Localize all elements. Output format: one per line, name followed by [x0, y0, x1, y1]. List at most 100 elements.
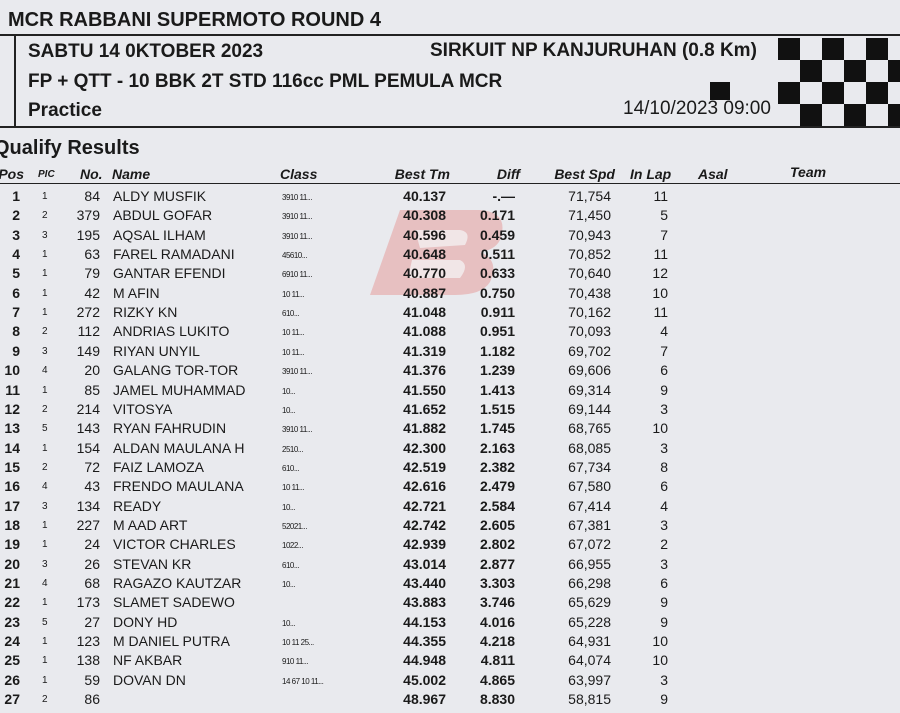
diff: 4.811: [480, 652, 515, 669]
divider: [0, 34, 900, 36]
rider-name: M AAD ART: [113, 516, 188, 533]
flag-square: [800, 60, 822, 82]
pic: 2: [42, 461, 48, 473]
car-number: 154: [76, 439, 100, 456]
pos: 24: [4, 633, 20, 650]
rider-name: ANDRIAS LUKITO: [113, 323, 230, 340]
class-code: 1022...: [282, 541, 303, 551]
best-speed: 67,734: [568, 458, 611, 475]
class-code: 10 11...: [282, 328, 305, 338]
pic: 4: [42, 365, 48, 377]
best-time: 42.300: [403, 439, 446, 456]
car-number: 214: [76, 400, 100, 417]
pos: 4: [12, 246, 20, 263]
class-code: 10 11 25...: [282, 638, 314, 648]
watermark-swoosh: [370, 210, 503, 295]
flag-square: [800, 104, 822, 126]
best-time: 43.014: [403, 555, 446, 572]
col-name: Name: [112, 166, 151, 182]
best-speed: 69,314: [568, 381, 611, 398]
pos: 10: [4, 362, 20, 379]
rider-name: VITOSYA: [113, 400, 173, 417]
pic: 2: [42, 210, 48, 222]
in-lap: 10: [652, 633, 668, 650]
car-number: 68: [84, 575, 100, 591]
best-speed: 67,580: [568, 478, 611, 495]
best-time: 43.883: [403, 594, 446, 611]
rider-name: FRENDO MAULANA: [113, 478, 244, 495]
pos: 16: [4, 478, 20, 495]
class-code: 10 11...: [282, 289, 305, 299]
pos: 13: [4, 420, 20, 437]
best-time: 48.967: [403, 691, 446, 708]
diff: 1.515: [479, 400, 515, 417]
in-lap: 10: [652, 420, 668, 437]
flag-square: [866, 38, 888, 60]
best-time: 40.596: [403, 226, 446, 243]
best-time: 42.939: [403, 536, 446, 553]
pic: 1: [42, 384, 48, 396]
class-code: 3910 11...: [282, 425, 313, 435]
best-time: 40.137: [403, 188, 446, 204]
pos: 27: [4, 691, 20, 708]
rider-name: READY: [113, 497, 162, 514]
car-number: 195: [76, 226, 100, 243]
pos: 22: [4, 594, 20, 611]
rider-name: RAGAZO KAUTZAR: [113, 575, 242, 591]
diff: 0.951: [479, 323, 515, 340]
in-lap: 9: [660, 613, 668, 630]
car-number: 173: [76, 594, 100, 611]
in-lap: 10: [652, 652, 668, 669]
best-time: 45.002: [403, 671, 446, 688]
pic: 3: [42, 500, 48, 512]
car-number: 43: [84, 478, 100, 495]
pos: 7: [12, 304, 20, 321]
car-number: 72: [84, 458, 100, 475]
pos: 21: [4, 575, 20, 591]
rider-name: FAREL RAMADANI: [113, 246, 235, 263]
pos: 8: [12, 323, 20, 340]
in-lap: 9: [660, 381, 668, 398]
rider-name: M DANIEL PUTRA: [113, 633, 230, 650]
best-speed: 70,640: [568, 265, 611, 282]
diff: 0.171: [479, 207, 515, 224]
class-code: 10...: [282, 580, 296, 589]
diff: 2.605: [479, 516, 515, 533]
flag-square: [710, 82, 730, 100]
in-lap: 4: [660, 323, 668, 340]
flag-square: [866, 82, 888, 104]
car-number: 134: [76, 497, 100, 514]
best-speed: 70,093: [568, 323, 611, 340]
best-speed: 64,931: [568, 633, 611, 650]
best-time: 42.519: [403, 458, 446, 475]
in-lap: 12: [652, 265, 668, 282]
in-lap: 6: [660, 575, 668, 591]
col-best-tm: Best Tm: [394, 166, 450, 182]
class-code: 3910 11...: [282, 193, 313, 202]
pos: 25: [4, 652, 20, 669]
rider-name: AQSAL ILHAM: [113, 226, 206, 243]
diff: 1.745: [479, 420, 515, 437]
car-number: 27: [84, 613, 100, 630]
car-number: 86: [84, 691, 100, 708]
col-in-lap: In Lap: [630, 166, 672, 182]
best-speed: 65,629: [568, 594, 611, 611]
best-speed: 70,852: [568, 246, 611, 263]
pic: 3: [42, 229, 48, 241]
car-number: 42: [84, 284, 100, 301]
best-speed: 67,072: [568, 536, 611, 553]
pic: 1: [42, 307, 48, 319]
car-number: 63: [84, 246, 100, 263]
in-lap: 3: [660, 439, 668, 456]
best-time: 41.319: [403, 342, 446, 359]
pic: 1: [42, 268, 48, 280]
best-time: 40.887: [403, 284, 446, 301]
best-speed: 69,144: [568, 400, 611, 417]
pic: 1: [42, 287, 48, 299]
pos: 23: [4, 613, 20, 630]
flag-square: [822, 82, 844, 104]
car-number: 272: [76, 304, 100, 321]
class-code: 610...: [282, 309, 300, 319]
diff: 4.865: [479, 671, 515, 688]
class-code: 14 67 10 11...: [282, 676, 324, 686]
